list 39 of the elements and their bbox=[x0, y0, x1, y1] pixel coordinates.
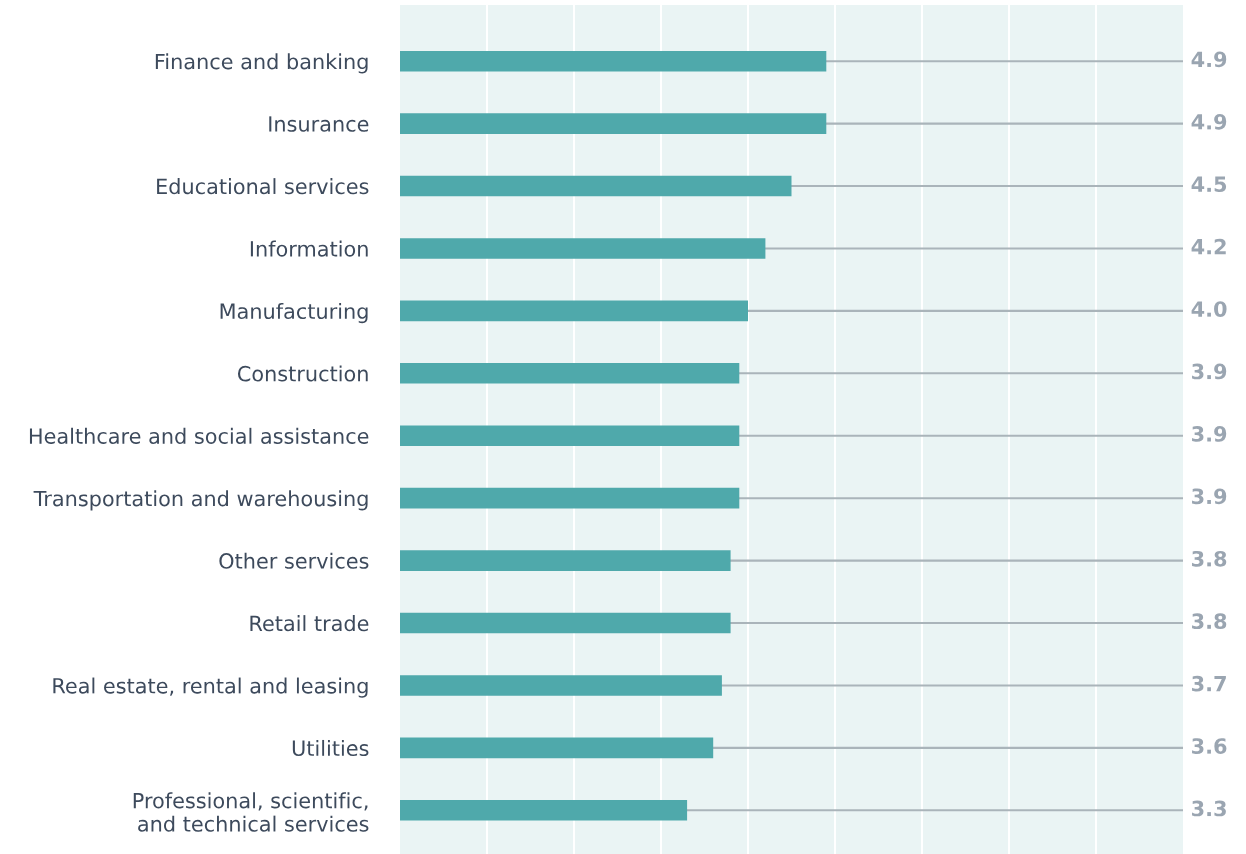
data-label: 3.7 bbox=[1192, 675, 1226, 692]
bar bbox=[400, 238, 766, 259]
y-tick-label: Information bbox=[250, 240, 368, 257]
bar bbox=[400, 675, 722, 696]
data-label: 4.9 bbox=[1191, 51, 1227, 68]
bar bbox=[400, 550, 731, 571]
y-tick-label: Educational services bbox=[157, 178, 369, 195]
bar bbox=[400, 612, 731, 634]
bar bbox=[400, 175, 792, 197]
bar bbox=[400, 487, 740, 509]
data-label: 3.8 bbox=[1192, 613, 1227, 630]
y-tick-label: Other services bbox=[219, 552, 369, 569]
bar bbox=[400, 800, 688, 821]
bar bbox=[400, 363, 740, 384]
data-label: 3.9 bbox=[1192, 426, 1227, 442]
y-tick-label: Real estate, rental and leasing bbox=[53, 677, 368, 698]
y-tick-label: Retail trade bbox=[250, 615, 369, 632]
bar bbox=[400, 737, 714, 759]
bar bbox=[400, 300, 748, 322]
bar bbox=[400, 50, 827, 72]
data-label: 3.6 bbox=[1192, 738, 1227, 754]
y-tick-label: Healthcare and social assistance bbox=[29, 427, 369, 444]
data-label: 4.0 bbox=[1191, 301, 1227, 317]
y-tick-label: Transportation and warehousing bbox=[33, 490, 368, 511]
data-label: 3.8 bbox=[1192, 550, 1227, 567]
data-label: 4.5 bbox=[1191, 176, 1227, 193]
y-tick-label: Construction bbox=[237, 365, 368, 382]
bar bbox=[400, 113, 827, 134]
data-label: 3.9 bbox=[1192, 363, 1227, 380]
data-label: 3.9 bbox=[1192, 488, 1227, 505]
data-label: 4.2 bbox=[1191, 238, 1226, 255]
y-tick-label: Professional, scientific, and technical services bbox=[133, 792, 369, 832]
bar bbox=[400, 425, 740, 447]
data-label: 3.3 bbox=[1192, 800, 1226, 817]
y-tick-label: Manufacturing bbox=[220, 302, 368, 324]
data-label: 4.9 bbox=[1191, 113, 1227, 130]
y-tick-label: Finance and banking bbox=[155, 53, 368, 74]
y-tick-label: Utilities bbox=[292, 739, 369, 757]
y-tick-label: Insurance bbox=[269, 116, 369, 132]
